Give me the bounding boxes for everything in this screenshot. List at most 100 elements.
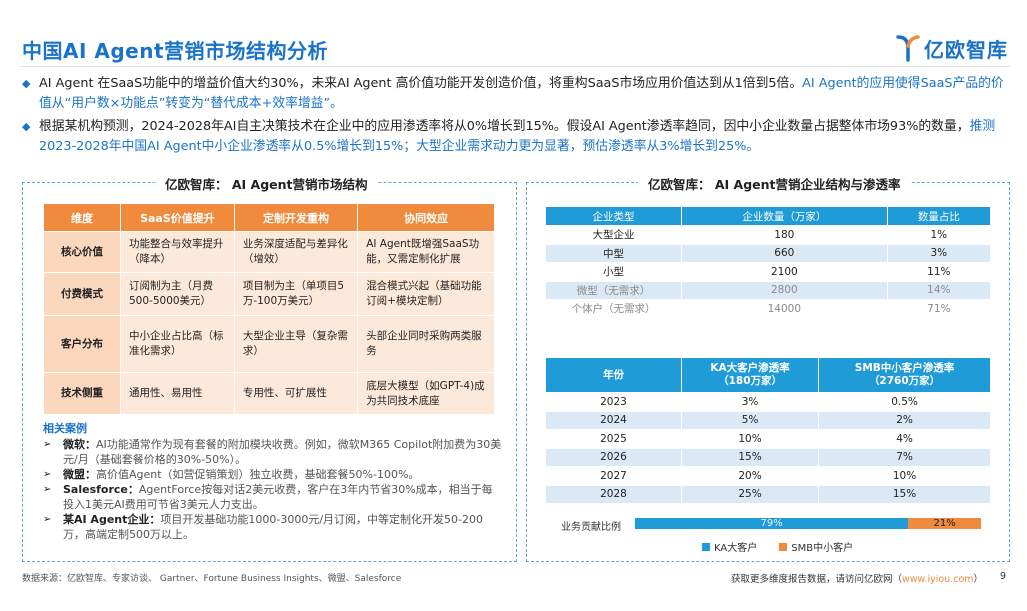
legend-item: KA大客户 xyxy=(702,539,757,554)
column-header: SMB中小客户渗透率 （2760万家） xyxy=(819,358,990,392)
column-header: 年份 xyxy=(546,358,681,392)
table-cell: 2100 xyxy=(682,263,887,281)
cta-prefix: 获取更多维度报告数据，请访问亿欧网（ xyxy=(731,574,903,585)
case-desc: 高价值Agent（如营促销策划）独立收费，基础套餐50%-100%。 xyxy=(96,468,420,481)
logo-mark-icon xyxy=(896,35,920,62)
table-row: 2026 15% 7% xyxy=(546,448,990,466)
table-header-row: 年份 KA大客户渗透率 （180万家） SMB中小客户渗透率 （2760万家） xyxy=(546,358,990,392)
related-cases: 相关案例 ➢ 微软：AI功能通常作为现有套餐的附加模块收费。例如，微软M365 … xyxy=(43,421,503,542)
table-cell: 180 xyxy=(682,226,887,244)
case-name: 微软： xyxy=(63,438,96,451)
table-cell: 底层大模型（如GPT-4)成为共同技术底座 xyxy=(358,373,494,414)
table-cell: 功能整合与效率提升（降本） xyxy=(121,232,234,272)
finding-text: 根据某机构预测，2024-2028年AI自主决策技术在企业中的应用渗透率将从0%… xyxy=(39,117,1007,157)
case-item: ➢ 微软：AI功能通常作为现有套餐的附加模块收费。例如，微软M365 Copil… xyxy=(43,437,503,467)
table-cell: 4% xyxy=(819,430,990,448)
table-cell: 1% xyxy=(887,226,990,244)
table-cell: 大型企业主导（复杂需求） xyxy=(234,316,358,372)
table-cell: 2028 xyxy=(546,485,681,503)
enterprise-structure-table: 企业类型 企业数量（万家） 数量占比 大型企业 180 1% 中型 660 3%… xyxy=(545,206,991,319)
legend-item: SMB中小客户 xyxy=(779,539,853,554)
column-header-text: KA大客户渗透率 （180万家） xyxy=(710,362,790,387)
table-cell: 14000 xyxy=(682,300,887,318)
brand-logo: 亿欧智库 xyxy=(896,32,1008,64)
cases-heading: 相关案例 xyxy=(43,422,87,435)
table-cell: 25% xyxy=(682,485,819,503)
cta-suffix: ） xyxy=(973,574,984,585)
table-cell: 2027 xyxy=(546,467,681,485)
table-row: 2023 3% 0.5% xyxy=(546,393,990,411)
table-header-row: 维度 SaaS价值提升 定制开发重构 协同效应 xyxy=(44,204,494,231)
case-item: ➢ Salesforce：AgentForce按每对话2美元收费，客户在3年内节… xyxy=(43,482,503,512)
finding-text-normal: AI Agent 在SaaS功能中的增益价值大约30%，未来AI Agent 高… xyxy=(39,76,803,91)
share-bar: 79% 21% xyxy=(635,518,981,529)
finding-text-normal: 根据某机构预测，2024-2028年AI自主决策技术在企业中的应用渗透率将从0%… xyxy=(39,119,970,134)
table-row: 个体户（无需求） 14000 71% xyxy=(546,300,990,318)
finding-item: ◆ 根据某机构预测，2024-2028年AI自主决策技术在企业中的应用渗透率将从… xyxy=(22,117,1007,157)
case-text: 某AI Agent企业：项目开发基础功能1000-3000元/月订阅，中等定制化… xyxy=(63,512,503,542)
table-cell: AI Agent既增强SaaS功能，又需定制化扩展 xyxy=(358,232,494,272)
finding-item: ◆ AI Agent 在SaaS功能中的增益价值大约30%，未来AI Agent… xyxy=(22,74,1007,114)
penetration-rows: 2023 3% 0.5% 2024 5% 2% 2025 10% 4% 2026 15% 7% 2027… xyxy=(546,393,990,503)
table-cell: 71% xyxy=(887,300,990,318)
table-row: 技术侧重 通用性、易用性 专用性、可扩展性 底层大模型（如GPT-4)成为共同技… xyxy=(44,373,494,414)
column-header: 企业类型 xyxy=(546,207,681,225)
table-cell: 专用性、可扩展性 xyxy=(234,373,358,414)
site-link[interactable]: www.iyiou.com xyxy=(902,574,974,585)
case-item: ➢ 微盟：高价值Agent（如营促销策划）独立收费，基础套餐50%-100%。 xyxy=(43,467,503,482)
table-cell: 中型 xyxy=(546,244,681,262)
row-header: 核心价值 xyxy=(44,232,120,272)
table-cell: 个体户（无需求） xyxy=(546,300,681,318)
share-label: 业务贡献比例 xyxy=(561,522,621,533)
column-header: KA大客户渗透率 （180万家） xyxy=(682,358,819,392)
table-row: 2027 20% 10% xyxy=(546,467,990,485)
case-text: 微软：AI功能通常作为现有套餐的附加模块收费。例如，微软M365 Copilot… xyxy=(63,437,503,467)
table-cell: 小型 xyxy=(546,263,681,281)
share-segment: 79% xyxy=(635,518,909,529)
table-cell: 大型企业 xyxy=(546,226,681,244)
table-cell: 660 xyxy=(682,244,887,262)
share-segment: 21% xyxy=(908,518,981,529)
table-row: 核心价值 功能整合与效率提升（降本） 业务深度适配与差异化（增效） AI Age… xyxy=(44,232,494,272)
table-cell: 15% xyxy=(819,485,990,503)
key-findings: ◆ AI Agent 在SaaS功能中的增益价值大约30%，未来AI Agent… xyxy=(22,74,1007,160)
table-cell: 10% xyxy=(819,467,990,485)
column-header: 定制开发重构 xyxy=(234,204,358,231)
footer-cta: 获取更多维度报告数据，请访问亿欧网（www.iyiou.com） xyxy=(731,571,983,585)
logo-text: 亿欧智库 xyxy=(924,37,1008,62)
data-source: 数据来源：亿欧智库、专家访谈、 Gartner、Fortune Business… xyxy=(22,574,402,584)
panel-title: 亿欧智库： AI Agent营销企业结构与渗透率 xyxy=(638,174,911,193)
arrow-bullet-icon: ➢ xyxy=(43,469,52,480)
table-row: 客户分布 中小企业占比高（标准化需求） 大型企业主导（复杂需求） 头部企业同时采… xyxy=(44,316,494,372)
page-title: 中国AI Agent营销市场结构分析 xyxy=(22,39,329,63)
finding-text: AI Agent 在SaaS功能中的增益价值大约30%，未来AI Agent 高… xyxy=(39,74,1007,114)
diamond-bullet-icon: ◆ xyxy=(22,120,31,133)
panel-title: 亿欧智库： AI Agent营销市场结构 xyxy=(155,174,378,193)
column-header: 企业数量（万家） xyxy=(682,207,887,225)
legend-swatch xyxy=(702,542,710,551)
table-row: 小型 2100 11% xyxy=(546,263,990,281)
table-cell: 0.5% xyxy=(819,393,990,411)
row-header: 付费模式 xyxy=(44,273,120,315)
case-name: 某AI Agent企业： xyxy=(63,513,161,526)
table-row: 大型企业 180 1% xyxy=(546,226,990,244)
table-cell: 5% xyxy=(682,411,819,429)
diamond-bullet-icon: ◆ xyxy=(22,77,31,90)
table-row: 微型（无需求） 2800 14% xyxy=(546,281,990,299)
row-header: 技术侧重 xyxy=(44,373,120,414)
table-row: 中型 660 3% xyxy=(546,244,990,262)
table-cell: 2024 xyxy=(546,411,681,429)
table-cell: 2026 xyxy=(546,448,681,466)
arrow-bullet-icon: ➢ xyxy=(43,484,52,495)
legend-label: KA大客户 xyxy=(714,543,758,554)
table-row: 2025 10% 4% xyxy=(546,430,990,448)
table-cell: 20% xyxy=(682,467,819,485)
finding-text-highlight: 推测2023-2028年中国AI Agent中小企业渗透率从0.5%增长到15%… xyxy=(39,119,996,154)
table-cell: 混合模式兴起（基础功能订阅+模块定制） xyxy=(358,273,494,315)
table-cell: 通用性、易用性 xyxy=(121,373,234,414)
penetration-rate-table: 年份 KA大客户渗透率 （180万家） SMB中小客户渗透率 （2760万家） 20… xyxy=(545,357,991,504)
table-cell: 10% xyxy=(682,430,819,448)
arrow-bullet-icon: ➢ xyxy=(43,514,52,525)
market-structure-panel: 亿欧智库： AI Agent营销市场结构 维度 SaaS价值提升 定制开发重构 … xyxy=(22,174,517,562)
table-header-row: 企业类型 企业数量（万家） 数量占比 xyxy=(546,207,990,225)
